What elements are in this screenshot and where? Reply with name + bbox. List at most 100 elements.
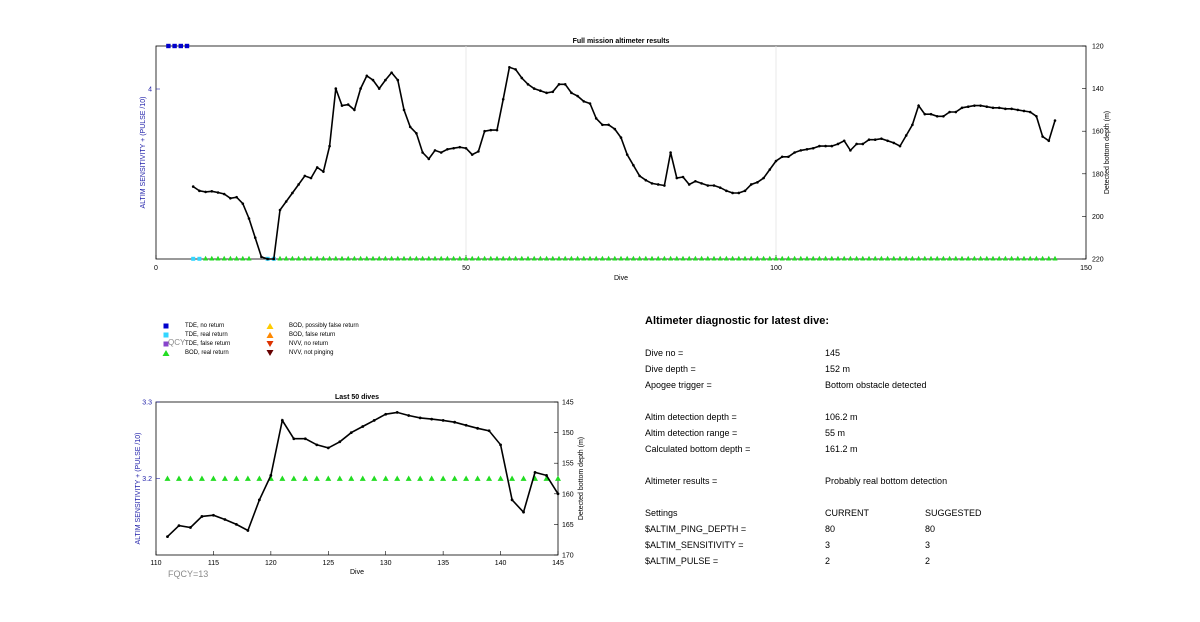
top-x-tick-label: 100: [770, 265, 782, 272]
top-depth-point: [353, 108, 356, 112]
bottom-depth-point: [235, 523, 238, 526]
top-depth-point: [960, 106, 964, 110]
bod-real-return-marker: [810, 255, 816, 261]
bod-real-return-marker: [457, 255, 463, 261]
top-depth-point: [1047, 139, 1051, 143]
top-depth-point: [427, 157, 431, 161]
bottom-depth-point: [257, 498, 261, 502]
top-depth-point: [725, 189, 728, 193]
bod-real-return-marker: [426, 255, 432, 261]
bod-real-return-marker: [336, 475, 343, 481]
bod-real-return-marker: [990, 255, 996, 261]
top-depth-point: [694, 179, 697, 183]
bottom-depth-point: [441, 418, 445, 422]
bottom-y-axis-label-left: ALTIM SENSITIVITY + (PULSE /10): [135, 433, 142, 545]
top-depth-point: [532, 87, 536, 90]
bod-real-return-marker: [277, 255, 283, 261]
top-depth-point: [625, 153, 629, 156]
bod-real-return-marker: [215, 255, 221, 261]
bottom-x-tick-label: 115: [208, 560, 219, 567]
bottom-x-tick-label: 125: [322, 560, 334, 567]
top-depth-point: [836, 142, 840, 146]
bottom-depth-point: [464, 423, 468, 427]
top-depth-point: [756, 181, 759, 184]
top-depth-point: [446, 148, 449, 151]
bottom-depth-line: [166, 411, 559, 538]
top-depth-point: [650, 182, 654, 185]
bod-real-return-marker: [509, 475, 516, 481]
bod-real-return-marker: [395, 255, 401, 261]
top-depth-point: [613, 127, 617, 131]
top-x-tick-label: 0: [154, 265, 158, 272]
top-depth-point: [966, 105, 970, 109]
bottom-depth-point: [292, 437, 296, 441]
tde-no-return-marker: [172, 43, 177, 49]
top-depth-point: [842, 139, 846, 143]
top-depth-point: [917, 104, 920, 107]
bottom-depth-point: [510, 498, 514, 502]
bod-real-return-marker: [909, 255, 915, 261]
bod-real-return-marker: [364, 255, 370, 261]
bottom-depth-point: [361, 425, 365, 428]
bod-real-return-marker: [438, 255, 444, 261]
top-depth-point: [291, 191, 294, 195]
bod-real-return-marker: [463, 475, 470, 481]
bod-real-return-marker: [953, 255, 959, 261]
bod-real-return-marker: [1033, 255, 1039, 261]
bod-real-return-marker: [847, 255, 853, 261]
bod-real-return-marker: [612, 255, 618, 261]
bod-real-return-marker: [1015, 255, 1021, 261]
bottom-depth-point: [430, 417, 434, 421]
top-depth-point: [793, 151, 796, 154]
bod-real-return-marker: [389, 255, 395, 261]
tde-no-return-marker: [178, 43, 183, 49]
top-depth-point: [458, 145, 462, 149]
bod-real-return-marker: [624, 255, 630, 261]
top-depth-point: [898, 144, 902, 148]
top-y-tick-label: 160: [1092, 129, 1104, 136]
bottom-x-tick-label: 135: [437, 560, 449, 567]
bottom-depth-point: [303, 437, 307, 441]
top-depth-point: [483, 129, 486, 133]
bod-real-return-marker: [175, 475, 182, 481]
bod-real-return-marker: [348, 475, 355, 481]
bod-real-return-marker: [345, 255, 351, 261]
bod-real-return-marker: [227, 255, 233, 261]
top-depth-point: [501, 97, 505, 101]
top-depth-point: [687, 183, 691, 186]
bottom-depth-point: [418, 416, 422, 420]
legend-overlay-qcy: QCY: [168, 338, 186, 347]
bod-real-return-marker: [531, 255, 537, 261]
bod-real-return-marker: [618, 255, 624, 261]
darkred-down-triangle-icon: [266, 350, 274, 356]
top-depth-point: [551, 90, 555, 94]
top-depth-point: [700, 182, 703, 185]
top-depth-point: [371, 78, 375, 82]
marker-legend: TDE, no return TDE, real return TDE, fal…: [162, 322, 402, 362]
bod-real-return-marker: [320, 255, 326, 261]
top-depth-point: [266, 257, 269, 261]
top-depth-point: [929, 112, 933, 116]
top-depth-point: [303, 174, 307, 178]
top-y-tick-label: 220: [1092, 257, 1104, 264]
top-depth-point: [942, 114, 945, 118]
bod-real-return-marker: [649, 255, 655, 261]
bod-real-return-marker: [823, 255, 829, 261]
bottom-depth-point: [349, 431, 353, 434]
bottom-depth-point: [223, 518, 227, 521]
top-depth-point: [749, 183, 753, 186]
full-mission-chart: 0 50 100 150 120 140 160 180 200 220 4 Full miss…: [140, 38, 1111, 282]
bod-real-return-marker: [279, 475, 286, 481]
bod-real-return-marker: [451, 475, 458, 481]
bod-real-return-marker: [544, 255, 550, 261]
bottom-depth-point: [212, 513, 215, 517]
top-depth-point: [867, 138, 871, 142]
bod-real-return-marker: [233, 475, 240, 481]
bod-real-return-marker: [798, 255, 804, 261]
top-depth-point: [594, 117, 598, 120]
bod-real-return-marker: [816, 255, 822, 261]
bottom-depth-point: [166, 535, 169, 539]
bod-real-return-marker: [692, 255, 698, 261]
bod-real-return-marker: [209, 255, 215, 261]
top-depth-point: [229, 196, 232, 200]
